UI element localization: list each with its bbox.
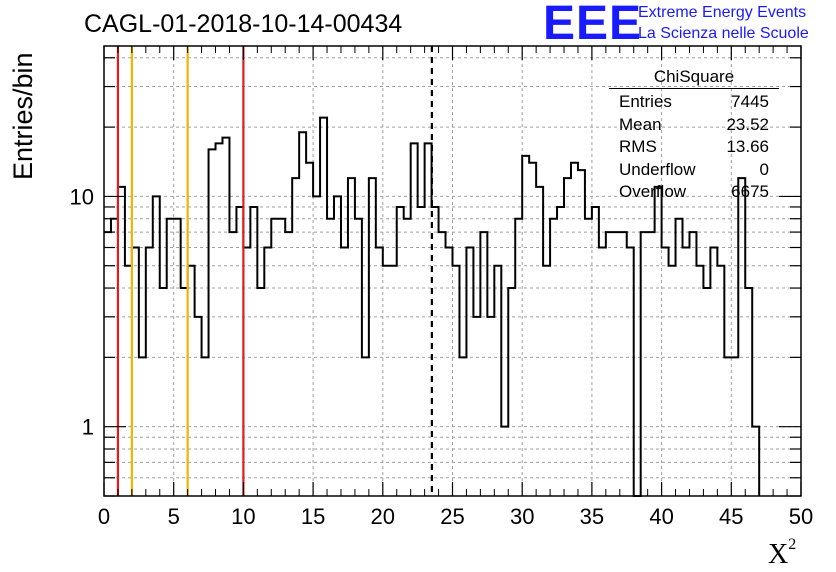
stats-row-underflow: Underflow 0 [609,159,779,182]
stats-row-overflow: Overflow 6675 [609,181,779,204]
histogram-series [104,116,761,497]
y-tick-label: 1 [82,415,94,440]
x-tick-label: 20 [371,504,395,529]
eee-logo: EEE [543,0,643,50]
histogram-line [104,116,761,497]
stats-value: 23.52 [726,114,769,134]
stats-value: 0 [759,159,769,179]
x-axis-label-text: X [768,539,789,570]
x-axis-label-superscript: 2 [788,536,797,553]
x-tick-label: 30 [510,504,534,529]
x-tick-label: 25 [440,504,464,529]
x-tick-label: 10 [231,504,255,529]
stats-title: ChiSquare [609,66,779,89]
stats-row-rms: RMS 13.66 [609,136,779,159]
x-tick-label: 35 [580,504,604,529]
stats-value: 6675 [731,182,769,201]
logo-subtitle-1: Extreme Energy Events [638,4,807,21]
x-tick-label: 0 [98,504,110,529]
logo-subtitle-2: La Scienza nelle Scuole [638,25,809,42]
x-tick-label: 45 [719,504,743,529]
x-axis-label: X2 [768,536,796,571]
stats-value: 7445 [731,92,769,111]
stats-label: Mean [619,114,662,134]
marker-lines [116,46,433,496]
stats-label: Underflow [619,159,696,179]
grid [104,46,801,496]
stats-label: RMS [619,137,657,156]
stats-value: 13.66 [726,137,769,156]
x-axis-ticks: 0 5 10 15 20 25 30 35 40 45 50 [98,46,813,529]
run-title: CAGL-01-2018-10-14-00434 [84,10,403,38]
x-tick-label: 5 [168,504,180,529]
y-axis-ticks: 1 10 [70,57,801,497]
y-tick-label: 10 [70,184,94,209]
x-tick-label: 40 [649,504,673,529]
stats-label: Entries [619,92,672,111]
y-axis-label: Entries/bin [8,52,38,180]
stats-row-entries: Entries 7445 [609,91,779,114]
x-tick-label: 50 [789,504,813,529]
stats-row-mean: Mean 23.52 [609,114,779,137]
stats-label: Overflow [619,182,687,201]
stats-box: ChiSquare Entries 7445 Mean 23.52 RMS 13.66… [609,66,779,204]
x-tick-label: 15 [301,504,325,529]
